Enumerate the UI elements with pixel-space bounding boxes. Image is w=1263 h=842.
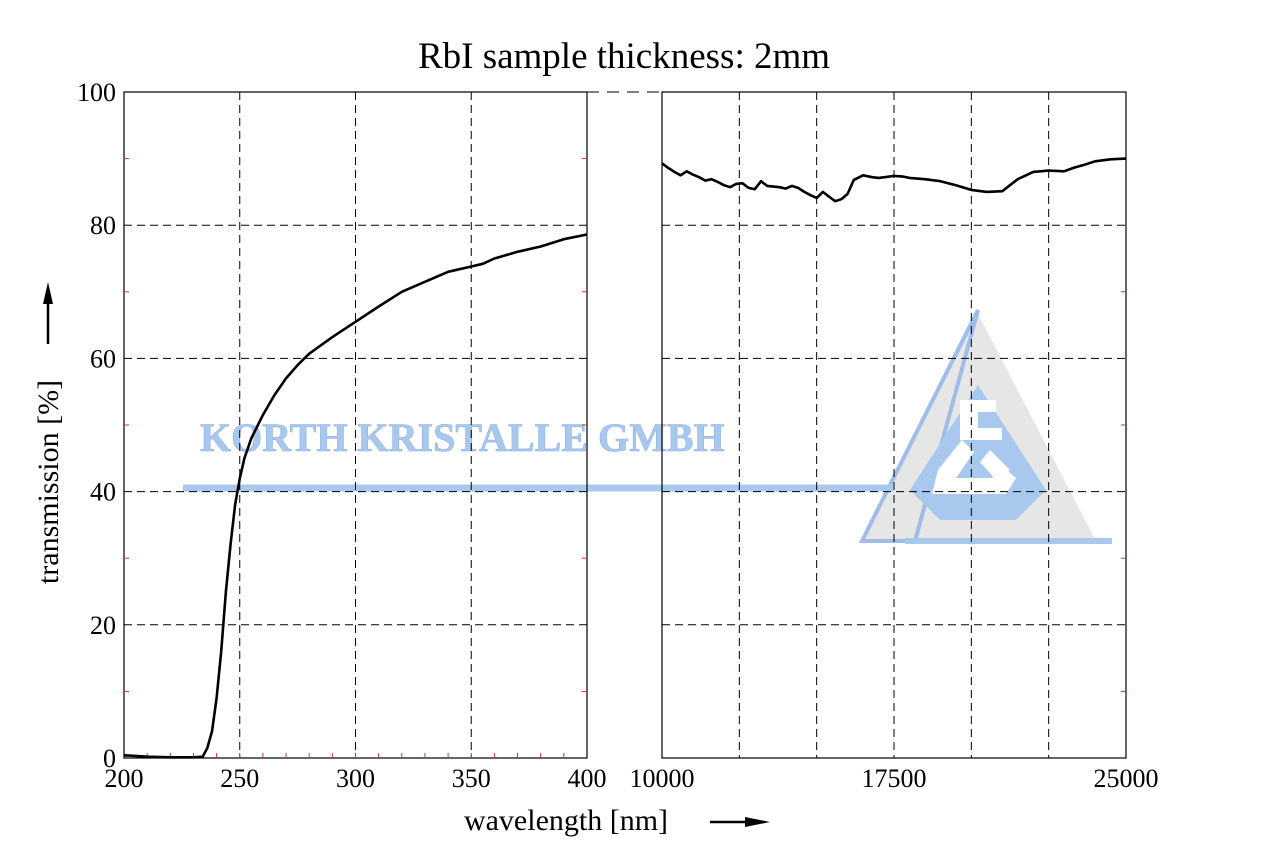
x-tick-label: 250 [220, 764, 259, 793]
x-tick-label: 25000 [1094, 764, 1159, 793]
x-tick-label: 200 [105, 764, 144, 793]
series-line-ir [661, 157, 1127, 203]
watermark: KORTH KRISTALLE GMBH [183, 309, 1112, 544]
y-tick-labels: 0 20 40 60 80 100 [77, 78, 116, 773]
y-tick-label: 80 [90, 211, 116, 240]
x-tick-label: 17500 [862, 764, 927, 793]
x-tick-label: 400 [568, 764, 607, 793]
x-tick-labels: 200 250 300 350 400 10000 17500 25000 [105, 764, 1159, 793]
x-tick-label: 300 [336, 764, 375, 793]
y-axis-label: transmission [%] [32, 380, 65, 584]
series-line-uv [123, 233, 588, 759]
x-axis-arrow-icon [710, 817, 770, 827]
watermark-logo-icon [910, 385, 1046, 520]
grid-left [124, 92, 587, 758]
y-tick-label: 100 [77, 78, 116, 107]
y-tick-label: 40 [90, 478, 116, 507]
x-tick-label: 350 [452, 764, 491, 793]
y-tick-label: 20 [90, 611, 116, 640]
x-axis-label: wavelength [nm] [464, 804, 668, 837]
y-tick-label: 0 [103, 744, 116, 773]
watermark-text: KORTH KRISTALLE GMBH [200, 415, 725, 460]
chart-title: RbI sample thickness: 2mm [418, 36, 830, 77]
y-tick-label: 60 [90, 344, 116, 373]
y-axis-arrow-icon [43, 282, 53, 344]
grid-right [662, 92, 1126, 758]
x-tick-label: 10000 [630, 764, 695, 793]
